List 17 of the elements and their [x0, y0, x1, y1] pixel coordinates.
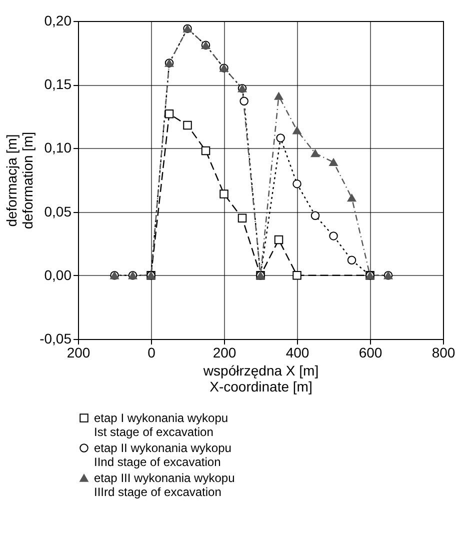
y-tick-label: 0,15	[44, 76, 72, 92]
y-tick-label: 0,05	[44, 203, 72, 220]
text: X-coordinate [m]	[210, 378, 312, 394]
x-tick-label: 200	[212, 344, 236, 360]
y-tick-label: 0,10	[44, 140, 72, 156]
y-tick-label: 0,20	[44, 12, 72, 28]
x-tick-label: 600	[358, 344, 382, 360]
x-tick-label: 0	[148, 344, 156, 360]
x-tick-label: 200	[66, 344, 90, 360]
y-tick-label: 0,00	[44, 266, 72, 283]
text: współrzędna X [m]	[203, 362, 319, 378]
legend-label: etap III wykonania wykopu IIIrd stage of excavation	[94, 471, 235, 499]
text: deformacja [m]	[4, 134, 20, 227]
x-tick-label: 400	[286, 344, 310, 360]
y-tick-label: -0,05	[40, 330, 72, 346]
x-tick-label: 800	[432, 344, 456, 360]
text: deformation [m]	[20, 132, 36, 230]
